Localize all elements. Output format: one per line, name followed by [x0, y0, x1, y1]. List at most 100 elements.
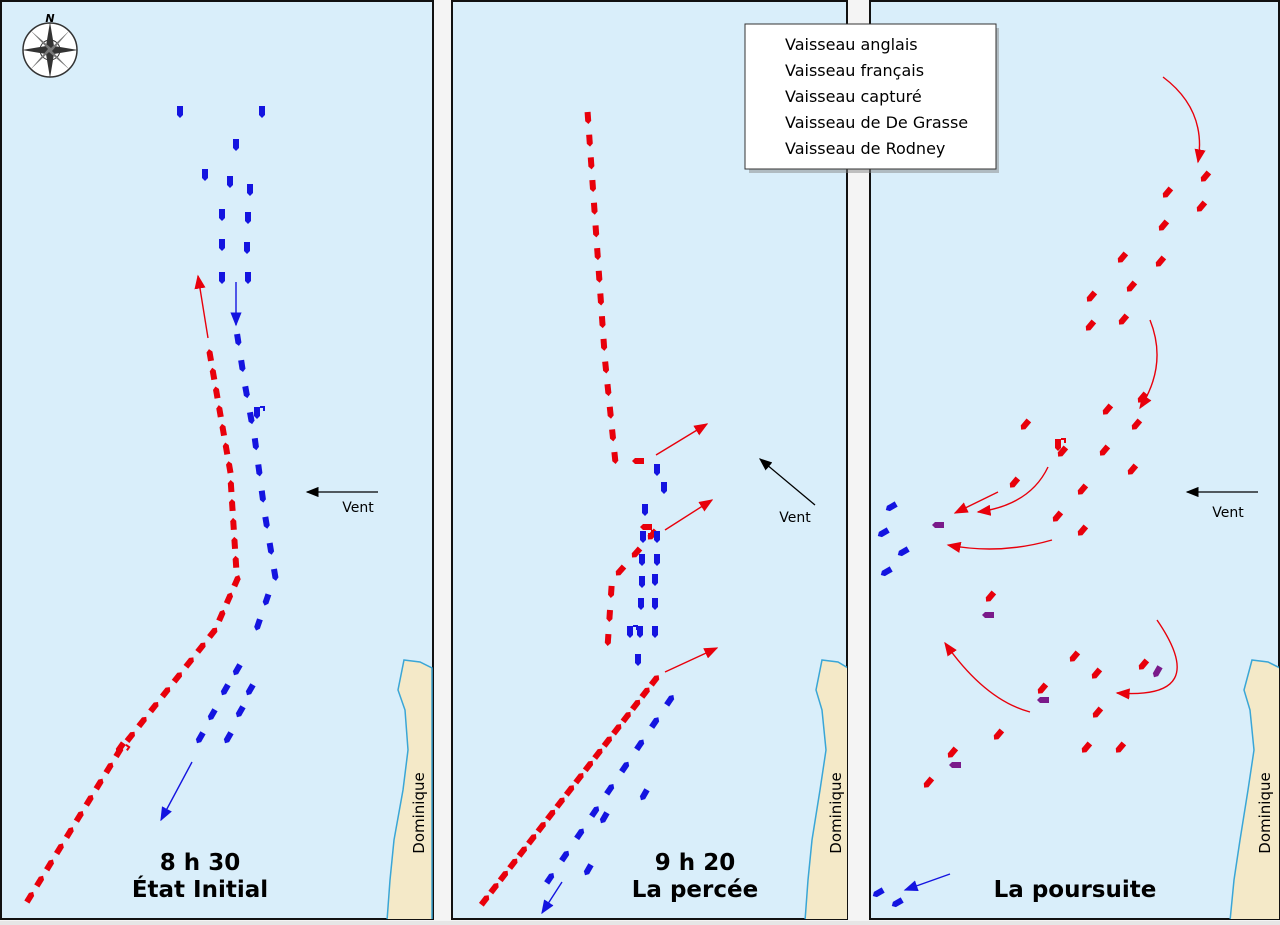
ship-hull — [244, 242, 250, 254]
ship-hull — [590, 202, 598, 215]
ship-hull — [245, 683, 256, 696]
ship-hull — [63, 827, 74, 839]
ship-hull — [183, 657, 194, 669]
ship — [600, 338, 608, 351]
ship-hull — [262, 516, 270, 529]
ship-hull — [136, 716, 147, 729]
ship — [1055, 438, 1066, 451]
ship-hull — [604, 784, 615, 796]
ship-hull — [232, 663, 243, 676]
ship — [592, 748, 603, 760]
ship — [159, 687, 171, 699]
ship — [573, 773, 584, 785]
ship-hull — [611, 451, 619, 464]
ship-hull — [195, 731, 206, 744]
ship-hull — [219, 272, 225, 284]
ship — [880, 566, 893, 577]
ship-hull — [231, 536, 239, 549]
ship — [598, 315, 606, 329]
ship — [654, 554, 660, 566]
ship-hull — [1155, 255, 1167, 267]
ship-hull — [1086, 290, 1098, 302]
ship-hull — [654, 554, 660, 566]
ship — [195, 731, 206, 744]
ship — [949, 762, 961, 768]
ship-hull — [93, 778, 104, 791]
ship-hull — [507, 858, 518, 870]
ship — [245, 683, 256, 696]
ship-hull — [1118, 313, 1130, 325]
ship-hull — [219, 423, 227, 437]
ship-hull — [1127, 463, 1139, 475]
ship — [891, 897, 904, 908]
legend-label: Vaisseau français — [785, 61, 924, 80]
ship — [202, 169, 208, 181]
ship — [213, 386, 221, 399]
ship-hull — [1037, 697, 1049, 703]
ship — [222, 442, 231, 455]
movement-arrow — [953, 491, 999, 514]
ship-hull — [171, 672, 183, 684]
ship-hull — [1037, 682, 1049, 694]
ship — [206, 349, 214, 362]
ship — [227, 176, 233, 188]
ship — [63, 827, 74, 839]
ship — [589, 806, 600, 818]
ship — [232, 663, 243, 676]
ship-hull — [985, 590, 997, 602]
ship — [254, 618, 263, 631]
ship — [634, 739, 645, 752]
movement-arrow — [1162, 76, 1206, 164]
ship — [238, 359, 246, 373]
ship — [1081, 741, 1093, 753]
ship — [103, 762, 114, 775]
ship — [1092, 706, 1104, 718]
ship — [654, 464, 660, 476]
ship-hull — [648, 675, 660, 687]
wind-label: Vent — [1212, 505, 1244, 521]
ship-hull — [639, 576, 645, 588]
ship-hull — [1117, 251, 1129, 263]
ship-hull — [223, 731, 234, 744]
ship-hull — [599, 811, 610, 824]
ship-hull — [1052, 510, 1064, 522]
ship — [661, 482, 667, 494]
ship-hull — [242, 385, 250, 399]
ship-hull — [639, 554, 645, 566]
ship — [1085, 319, 1097, 331]
ship — [590, 202, 598, 215]
ship — [526, 834, 537, 846]
ship-hull — [615, 564, 627, 576]
ship — [583, 863, 594, 876]
ship-hull — [544, 873, 555, 885]
ship — [227, 480, 235, 493]
ship — [1200, 170, 1212, 182]
ship-hull — [982, 612, 994, 618]
ship — [877, 527, 890, 538]
ship-hull — [83, 794, 94, 807]
ship — [226, 461, 234, 474]
ship — [245, 212, 251, 224]
ship — [44, 859, 54, 872]
ship — [148, 701, 159, 714]
ship — [262, 593, 272, 606]
ship — [271, 568, 279, 581]
ship-hull — [664, 695, 675, 707]
coast — [386, 659, 433, 919]
ship — [639, 554, 645, 566]
ship — [544, 873, 555, 885]
ship-hull — [583, 863, 594, 876]
ship-hull — [227, 176, 233, 188]
panel — [869, 0, 1280, 920]
ship — [604, 633, 612, 646]
ship-hull — [247, 411, 255, 425]
ship-hull — [1009, 476, 1021, 488]
ship-hull — [589, 179, 596, 193]
ship — [183, 657, 194, 669]
ship-hull — [587, 157, 595, 170]
ship — [592, 225, 600, 238]
ship-hull — [640, 524, 652, 530]
ship — [516, 846, 527, 858]
ship — [652, 598, 658, 610]
ship — [258, 490, 266, 503]
